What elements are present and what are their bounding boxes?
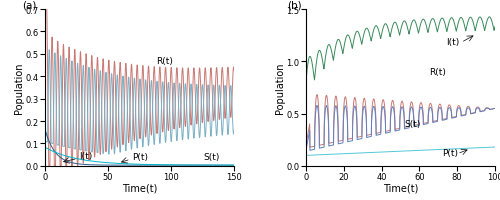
- Text: I(t): I(t): [446, 37, 459, 46]
- Text: (b): (b): [287, 1, 302, 11]
- Text: P(t): P(t): [442, 148, 458, 157]
- Text: S(t): S(t): [204, 152, 220, 161]
- Text: (a): (a): [22, 1, 36, 11]
- Y-axis label: Population: Population: [275, 62, 285, 114]
- Text: S(t): S(t): [404, 120, 420, 128]
- Text: R(t): R(t): [156, 57, 173, 65]
- Text: I(t): I(t): [79, 151, 92, 160]
- Text: P(t): P(t): [132, 152, 148, 161]
- Text: R(t): R(t): [429, 68, 446, 76]
- X-axis label: Time(t): Time(t): [122, 183, 157, 193]
- Y-axis label: Population: Population: [14, 62, 24, 114]
- X-axis label: Time(t): Time(t): [383, 183, 418, 193]
